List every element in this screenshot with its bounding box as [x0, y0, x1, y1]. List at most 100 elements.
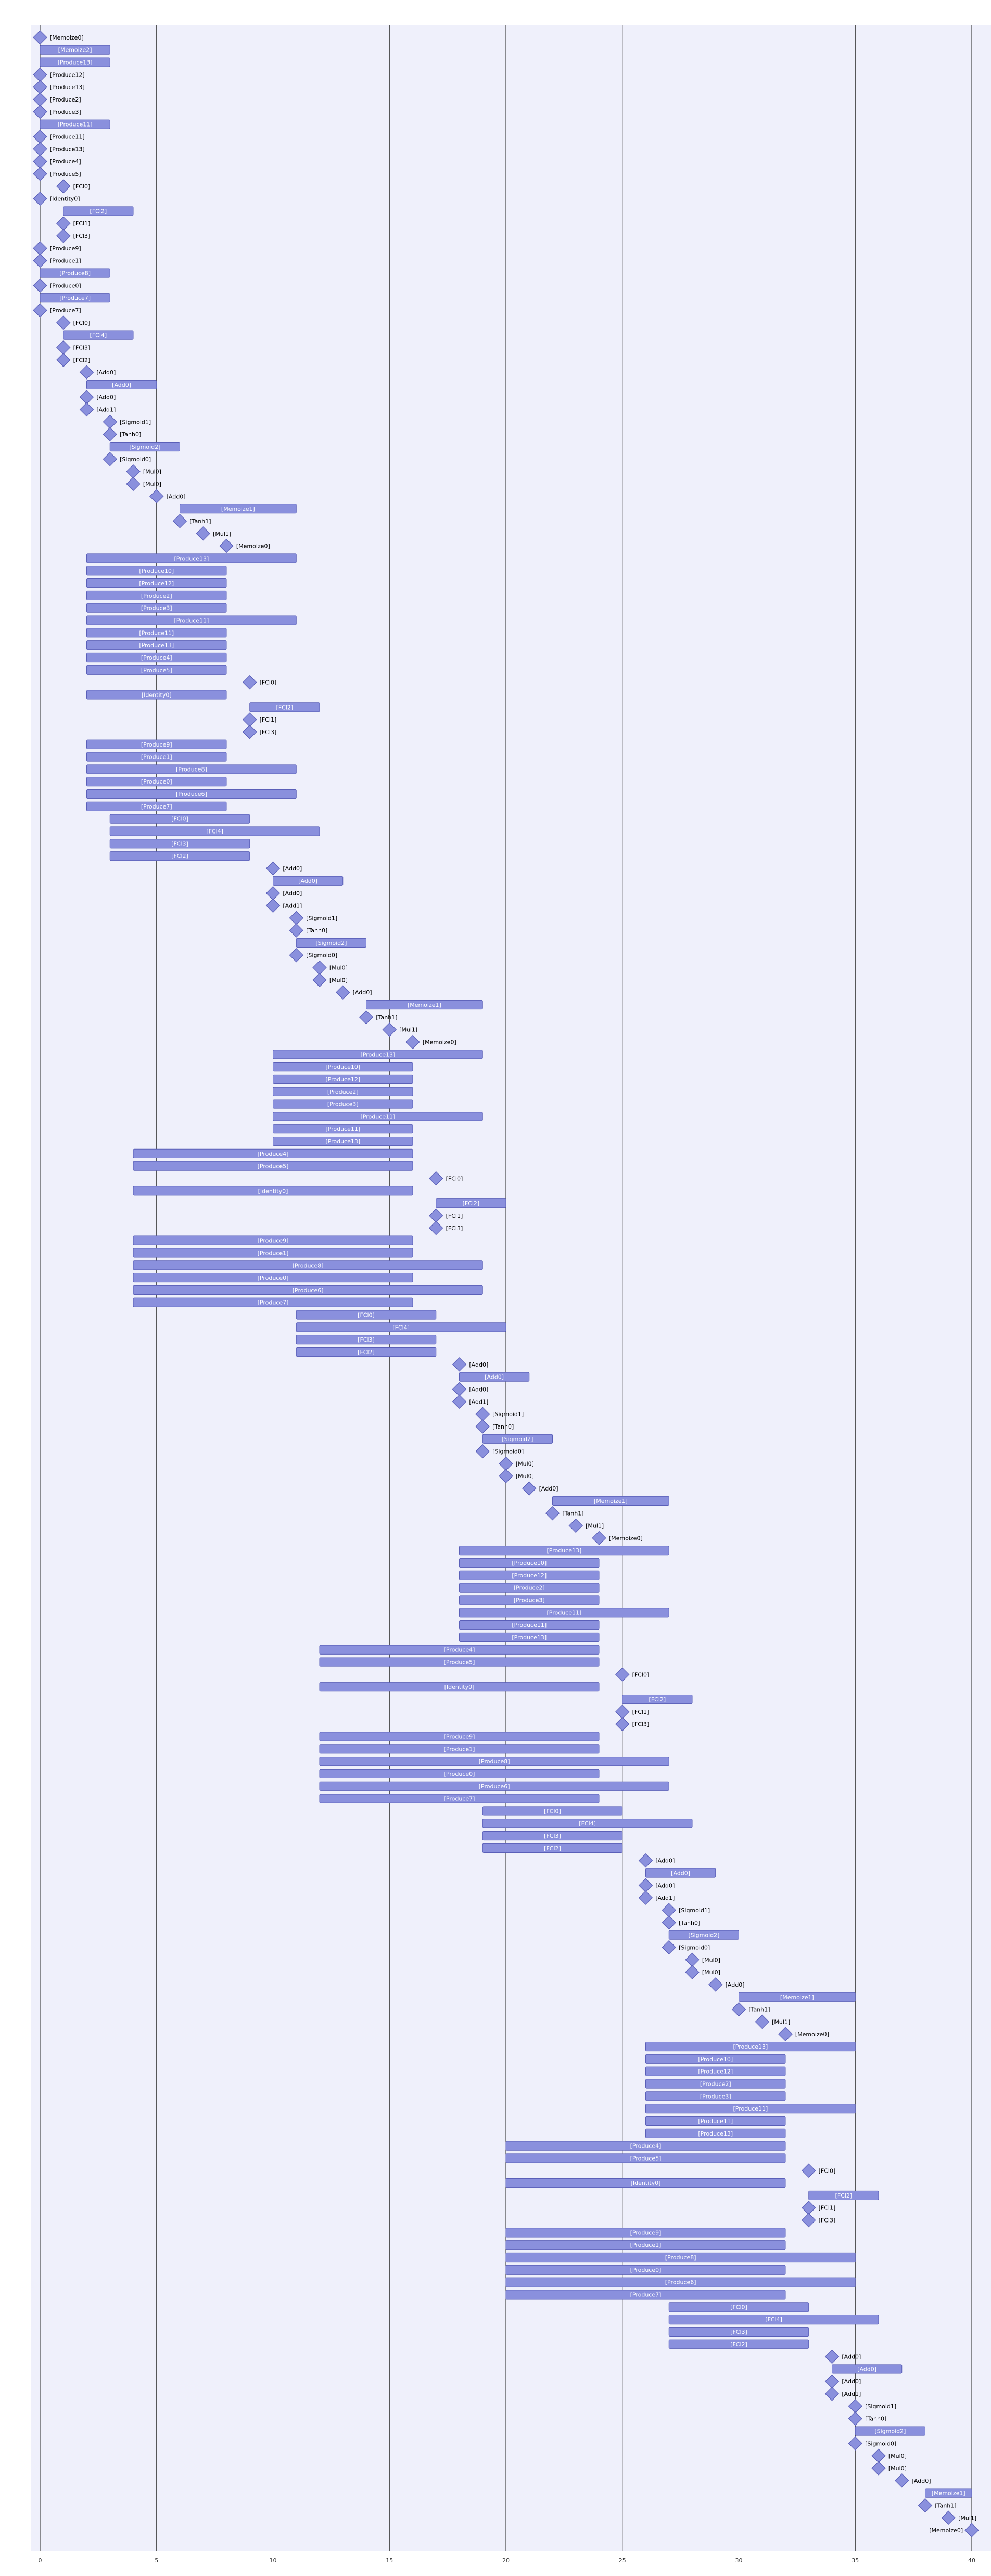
task-label: [FCl2]: [171, 853, 188, 860]
milestone-marker: [149, 489, 164, 504]
task-bar: [86, 665, 227, 675]
task-bar: [133, 1273, 413, 1283]
task-26: [FCl2]: [56, 352, 90, 367]
milestone-marker: [103, 427, 117, 441]
milestone-label: [Add0]: [469, 1386, 488, 1393]
task-102: [Produce7]: [133, 1297, 413, 1307]
milestone-marker: [568, 1518, 583, 1533]
task-label: [Produce12]: [325, 1076, 360, 1083]
milestone-marker: [243, 725, 257, 739]
task-192: [Tanh0]: [848, 2411, 886, 2426]
task-121: [Memoize0]: [592, 1531, 643, 1546]
task-122: [Produce13]: [459, 1546, 669, 1556]
milestone-marker: [848, 2411, 862, 2426]
milestone-marker: [429, 1221, 443, 1235]
milestone-marker: [56, 352, 71, 367]
milestone-label: [Produce1]: [50, 258, 81, 264]
milestone-label: [Mul0]: [888, 2465, 907, 2472]
milestone-marker: [662, 1940, 676, 1955]
task-label: [Produce5]: [141, 667, 172, 674]
task-label: [FCl2]: [90, 208, 107, 214]
milestone-label: [Identity0]: [50, 196, 80, 203]
task-129: [Produce13]: [459, 1632, 600, 1642]
milestone-label: [FCl0]: [446, 1176, 463, 1182]
milestone-marker: [941, 2510, 956, 2525]
task-label: [Memoize1]: [594, 1498, 628, 1505]
task-bar: [86, 652, 227, 663]
task-169: [Produce13]: [645, 2128, 786, 2138]
x-tick-label-4: 20: [502, 2557, 510, 2564]
task-196: [Mul0]: [871, 2461, 907, 2476]
milestone-label: [Produce11]: [50, 133, 85, 140]
task-label: [Produce5]: [444, 1659, 475, 1666]
milestone-label: [FCl3]: [446, 1225, 463, 1232]
task-146: [FCl2]: [482, 1843, 623, 1853]
task-bar: [319, 1682, 600, 1692]
milestone-label: [Add1]: [842, 2391, 861, 2397]
milestone-label: [Sigmoid1]: [679, 1907, 710, 1914]
task-label: [FCl3]: [730, 2329, 747, 2335]
task-bar: [86, 615, 297, 625]
task-bar: [86, 690, 227, 700]
task-61: [Produce6]: [86, 789, 297, 799]
task-94: [FCl2]: [436, 1198, 506, 1208]
milestone-label: [Produce9]: [50, 245, 81, 252]
milestone-label: [Produce3]: [50, 109, 81, 116]
milestone-label: [Mul0]: [702, 1956, 720, 1963]
task-60: [Produce0]: [86, 777, 227, 787]
milestone-label: [FCl0]: [632, 1671, 650, 1678]
task-bar: [505, 2141, 786, 2151]
task-label: [Produce7]: [141, 803, 172, 810]
task-label: [Produce6]: [479, 1783, 510, 1790]
task-label: [FCl4]: [579, 1820, 596, 1827]
task-150: [Add1]: [638, 1890, 675, 1905]
task-label: [Produce3]: [327, 1101, 359, 1108]
milestone-label: [Tanh1]: [376, 1014, 397, 1021]
task-168: [Produce11]: [645, 2116, 786, 2126]
task-31: [Sigmoid1]: [103, 414, 151, 430]
task-label: [Produce11]: [139, 629, 174, 636]
milestone-marker: [638, 1853, 653, 1868]
task-bar: [109, 851, 250, 861]
task-38: [Memoize1]: [180, 504, 297, 514]
task-70: [Add1]: [265, 898, 302, 913]
task-label: [FCl3]: [358, 1336, 375, 1343]
milestone-label: [FCl1]: [446, 1213, 463, 1219]
task-21: [Produce7]: [40, 293, 110, 303]
task-100: [Produce0]: [133, 1273, 413, 1283]
milestone-marker: [802, 2163, 816, 2178]
task-bar: [459, 1608, 669, 1618]
milestone-label: [Add0]: [842, 2378, 861, 2385]
milestone-label: [Tanh0]: [865, 2416, 886, 2422]
task-label: [FCl0]: [358, 1312, 375, 1319]
task-67: [Add0]: [265, 861, 302, 876]
task-label: [Produce4]: [141, 654, 172, 661]
milestone-label: [Mul0]: [329, 977, 348, 983]
task-label: [FCl3]: [171, 840, 188, 847]
task-label: [Produce9]: [258, 1238, 289, 1244]
task-bar: [459, 1570, 600, 1580]
task-bar: [86, 801, 227, 811]
task-97: [Produce9]: [133, 1235, 413, 1245]
task-194: [Sigmoid0]: [848, 2436, 896, 2451]
milestone-label: [FCl0]: [73, 320, 91, 326]
task-label: [Produce13]: [512, 1634, 547, 1641]
milestone-label: [Mul0]: [516, 1460, 534, 1467]
task-bar: [273, 1062, 413, 1072]
task-116: [Mul0]: [499, 1469, 534, 1483]
task-bar: [133, 1297, 413, 1307]
task-89: [Produce13]: [273, 1136, 413, 1146]
task-120: [Mul1]: [568, 1518, 604, 1533]
task-bar: [459, 1558, 600, 1568]
task-label: [Produce0]: [141, 778, 172, 785]
task-label: [Produce10]: [139, 567, 174, 574]
task-174: [FCl2]: [808, 2190, 879, 2200]
task-200: [Mul1]: [941, 2510, 976, 2525]
task-label: [FCl2]: [835, 2192, 853, 2199]
task-19: [Produce8]: [40, 268, 110, 278]
milestone-label: [FCl0]: [819, 2167, 836, 2174]
task-33: [Sigmoid2]: [109, 441, 180, 452]
milestone-label: [FCl1]: [819, 2205, 836, 2212]
task-label: [Sigmoid2]: [874, 2428, 906, 2435]
milestone-label: [Add0]: [655, 1858, 675, 1864]
